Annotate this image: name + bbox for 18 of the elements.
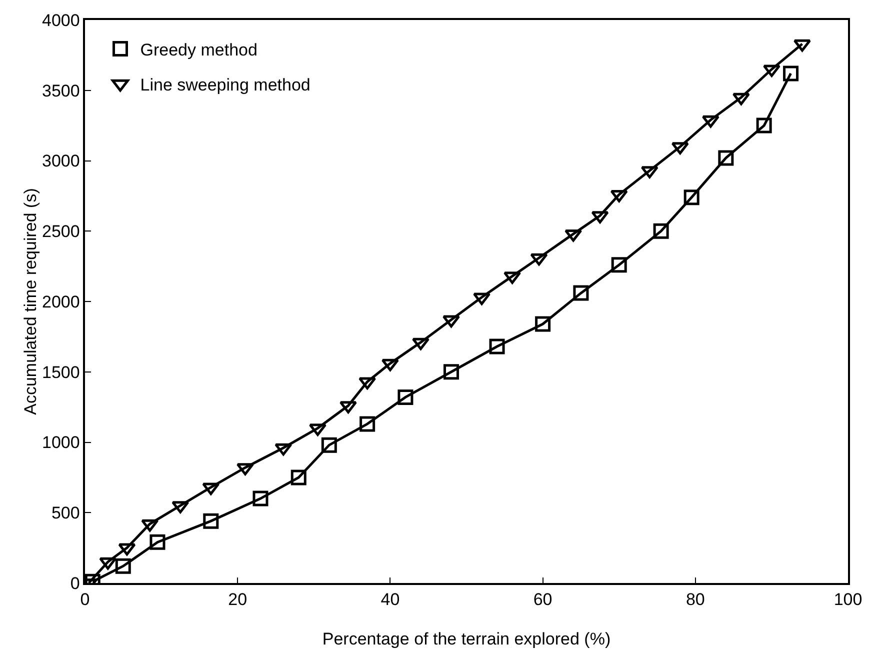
legend-label: Line sweeping method bbox=[140, 76, 310, 95]
y-tick-label: 2500 bbox=[42, 222, 80, 242]
y-tick-label: 1000 bbox=[42, 433, 80, 452]
y-tick-label: 2000 bbox=[42, 292, 80, 312]
x-tick-label: 60 bbox=[533, 590, 552, 610]
y-axis-title: Accumulated time required (s) bbox=[21, 188, 40, 415]
x-tick-label: 40 bbox=[380, 590, 400, 610]
x-tick-label: 80 bbox=[686, 590, 705, 610]
y-tick-label: 1500 bbox=[42, 362, 80, 382]
x-tick-label: 100 bbox=[834, 590, 862, 610]
y-tick-label: 4000 bbox=[42, 10, 80, 30]
legend-label: Greedy method bbox=[140, 40, 258, 60]
y-tick-label: 0 bbox=[70, 574, 80, 593]
y-tick-label: 3500 bbox=[42, 81, 80, 100]
x-tick-label: 20 bbox=[228, 590, 248, 610]
y-tick-label: 500 bbox=[51, 504, 80, 523]
y-tick-label: 3000 bbox=[42, 152, 80, 171]
x-axis-title: Percentage of the terrain explored (%) bbox=[322, 630, 611, 648]
